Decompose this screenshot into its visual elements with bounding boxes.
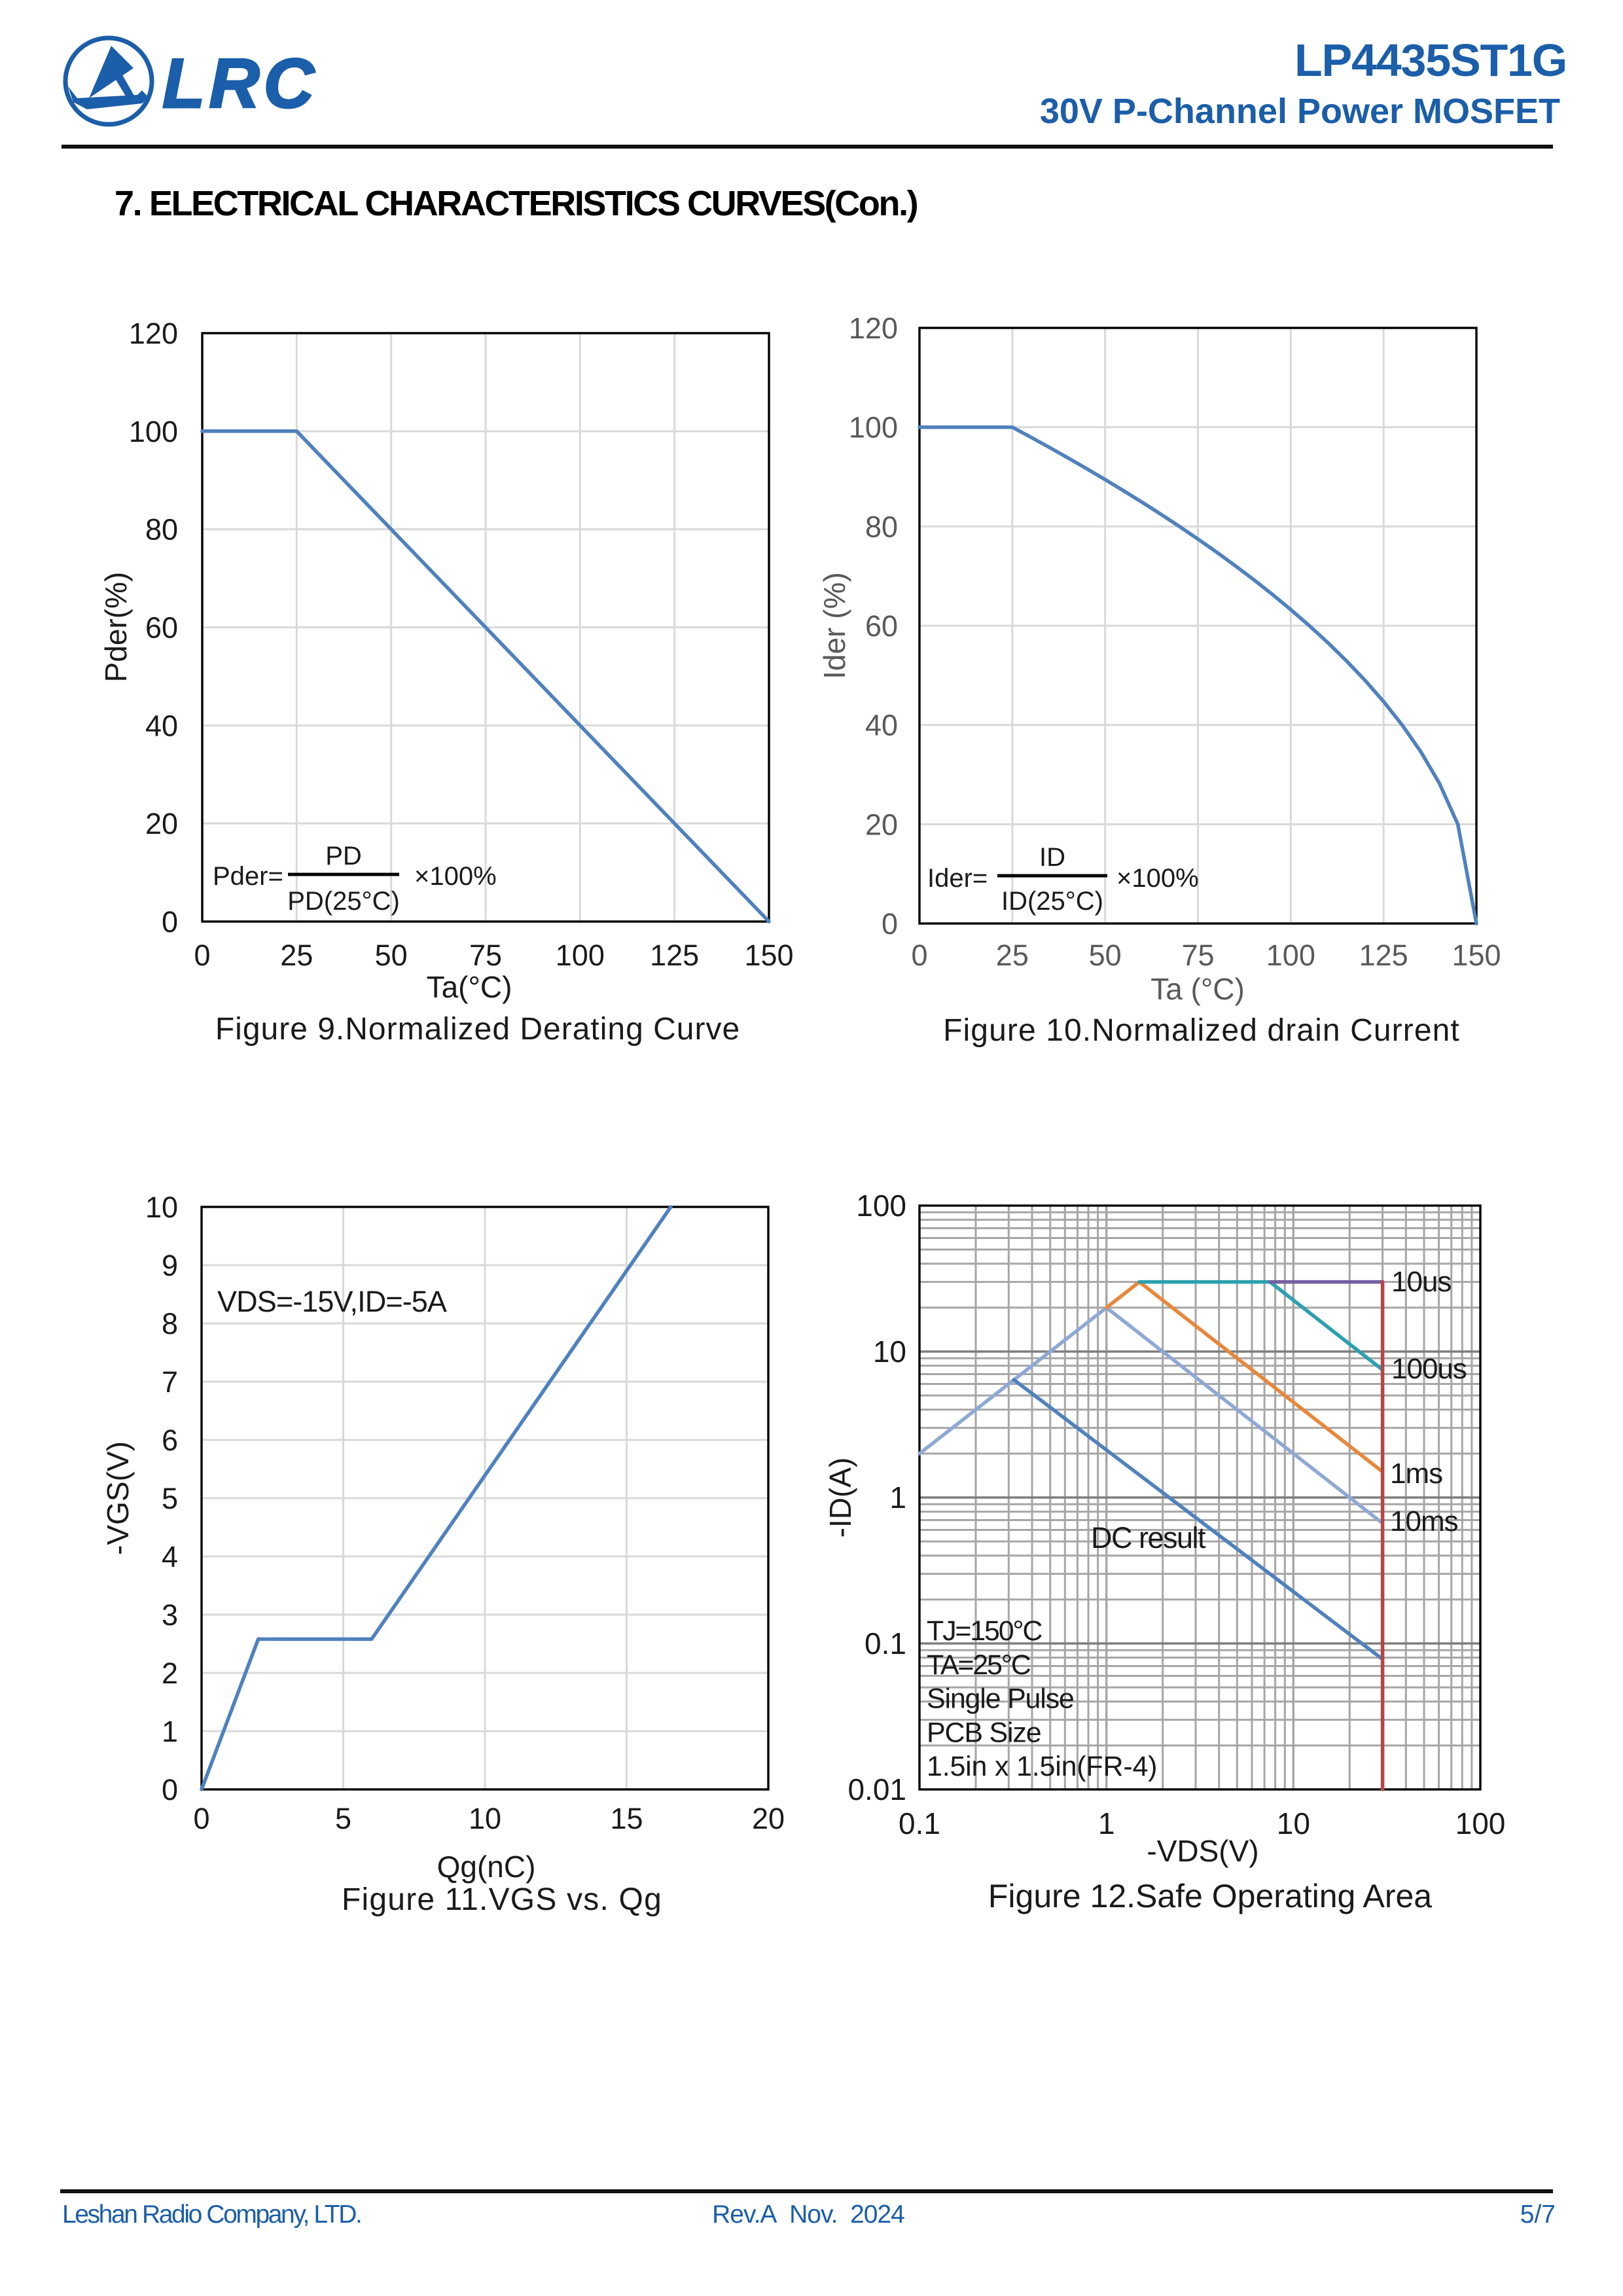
svg-text:1: 1 xyxy=(162,1715,178,1748)
svg-text:150: 150 xyxy=(1452,939,1501,972)
svg-text:0: 0 xyxy=(911,939,927,972)
svg-text:6: 6 xyxy=(162,1424,178,1457)
svg-text:7: 7 xyxy=(162,1365,178,1399)
svg-text:-VDS(V): -VDS(V) xyxy=(1147,1834,1258,1868)
svg-text:25: 25 xyxy=(996,939,1029,972)
svg-text:0.1: 0.1 xyxy=(865,1626,906,1660)
svg-text:Pder=: Pder= xyxy=(213,862,283,891)
svg-text:8: 8 xyxy=(162,1307,178,1340)
svg-text:ID: ID xyxy=(1039,843,1065,872)
svg-text:×100%: ×100% xyxy=(1116,864,1199,893)
svg-text:VDS=-15V,ID=-5A: VDS=-15V,ID=-5A xyxy=(217,1285,447,1318)
svg-text:15: 15 xyxy=(610,1802,643,1835)
svg-text:60: 60 xyxy=(865,609,898,643)
svg-text:TA=25°C: TA=25°C xyxy=(927,1649,1031,1681)
svg-text:20: 20 xyxy=(752,1802,785,1835)
svg-text:10: 10 xyxy=(145,1191,178,1224)
svg-text:TJ=150°C: TJ=150°C xyxy=(927,1615,1042,1647)
svg-text:40: 40 xyxy=(865,709,898,742)
svg-text:Rev.A Nov. 2024: Rev.A Nov. 2024 xyxy=(712,2200,904,2229)
svg-text:40: 40 xyxy=(145,709,178,742)
svg-text:3: 3 xyxy=(162,1598,178,1632)
svg-text:25: 25 xyxy=(280,939,313,972)
svg-text:100: 100 xyxy=(1455,1806,1506,1840)
svg-text:0: 0 xyxy=(882,907,898,941)
svg-text:PD: PD xyxy=(325,842,362,870)
svg-text:30V P-Channel Power MOSFET: 30V P-Channel Power MOSFET xyxy=(1040,92,1560,131)
svg-text:1: 1 xyxy=(889,1480,906,1515)
svg-text:80: 80 xyxy=(145,513,178,547)
svg-text:4: 4 xyxy=(162,1540,178,1573)
svg-text:Ta(°C): Ta(°C) xyxy=(427,970,512,1004)
svg-text:1.5in x 1.5in(FR-4): 1.5in x 1.5in(FR-4) xyxy=(927,1751,1157,1782)
svg-text:100: 100 xyxy=(129,415,178,448)
svg-text:20: 20 xyxy=(865,808,898,841)
svg-text:1ms: 1ms xyxy=(1390,1458,1442,1490)
svg-text:0: 0 xyxy=(162,905,178,939)
svg-text:5: 5 xyxy=(162,1482,178,1515)
svg-text:125: 125 xyxy=(650,939,699,972)
svg-text:DC result: DC result xyxy=(1091,1521,1206,1554)
svg-text:80: 80 xyxy=(865,510,898,543)
svg-text:ID(25°C): ID(25°C) xyxy=(1001,887,1103,916)
svg-text:Figure 12.Safe Operating Area: Figure 12.Safe Operating Area xyxy=(988,1878,1432,1914)
svg-text:125: 125 xyxy=(1359,939,1408,972)
svg-text:Figure 11.VGS vs. Qg: Figure 11.VGS vs. Qg xyxy=(342,1882,662,1917)
svg-text:5: 5 xyxy=(335,1802,351,1835)
svg-text:75: 75 xyxy=(469,939,502,972)
svg-text:100us: 100us xyxy=(1391,1353,1467,1385)
svg-text:10: 10 xyxy=(873,1335,906,1369)
svg-text:Pder(%): Pder(%) xyxy=(99,572,133,683)
svg-text:2: 2 xyxy=(162,1657,178,1690)
svg-text:20: 20 xyxy=(145,807,178,840)
svg-text:Figure 9.Normalized Derating C: Figure 9.Normalized Derating Curve xyxy=(215,1012,740,1047)
svg-text:0: 0 xyxy=(193,1802,209,1835)
svg-text:-VGS(V): -VGS(V) xyxy=(101,1441,135,1555)
svg-text:Ider=: Ider= xyxy=(927,864,988,893)
svg-text:5/7: 5/7 xyxy=(1520,2200,1556,2229)
svg-text:120: 120 xyxy=(849,312,898,345)
svg-text:120: 120 xyxy=(129,317,178,350)
svg-text:100: 100 xyxy=(556,939,605,972)
svg-text:100: 100 xyxy=(1266,939,1315,972)
svg-text:100: 100 xyxy=(849,411,898,444)
svg-text:0.1: 0.1 xyxy=(899,1806,940,1840)
svg-text:10: 10 xyxy=(1277,1806,1310,1840)
svg-text:100: 100 xyxy=(856,1189,906,1223)
svg-text:-ID(A): -ID(A) xyxy=(823,1458,857,1538)
svg-text:60: 60 xyxy=(145,611,178,645)
svg-text:0: 0 xyxy=(194,939,210,972)
svg-text:0.01: 0.01 xyxy=(847,1772,906,1806)
svg-text:×100%: ×100% xyxy=(414,862,497,891)
svg-text:Figure 10.Normalized drain Cur: Figure 10.Normalized drain Current xyxy=(943,1013,1460,1048)
svg-text:150: 150 xyxy=(744,939,793,972)
svg-text:10us: 10us xyxy=(1391,1266,1451,1298)
svg-text:Ider (%): Ider (%) xyxy=(817,572,851,679)
svg-text:LP4435ST1G: LP4435ST1G xyxy=(1294,35,1567,86)
svg-text:10: 10 xyxy=(469,1802,501,1835)
svg-text:Single Pulse: Single Pulse xyxy=(927,1683,1074,1715)
svg-text:9: 9 xyxy=(162,1249,178,1282)
svg-text:Ta (°C): Ta (°C) xyxy=(1150,972,1245,1006)
svg-text:75: 75 xyxy=(1181,939,1214,972)
svg-text:Leshan Radio Company, LTD.: Leshan Radio Company, LTD. xyxy=(62,2200,361,2229)
svg-text:7. ELECTRICAL CHARACTERISTICS: 7. ELECTRICAL CHARACTERISTICS CURVES(Con… xyxy=(115,184,918,223)
svg-text:PCB Size: PCB Size xyxy=(927,1717,1041,1748)
svg-text:PD(25°C): PD(25°C) xyxy=(287,887,400,916)
svg-text:Qg(nC): Qg(nC) xyxy=(437,1850,536,1884)
svg-text:50: 50 xyxy=(1089,939,1122,972)
svg-text:10ms: 10ms xyxy=(1390,1505,1458,1537)
svg-text:50: 50 xyxy=(375,939,408,972)
svg-text:0: 0 xyxy=(162,1773,178,1806)
svg-text:LRC: LRC xyxy=(162,44,318,122)
svg-text:1: 1 xyxy=(1098,1806,1115,1840)
